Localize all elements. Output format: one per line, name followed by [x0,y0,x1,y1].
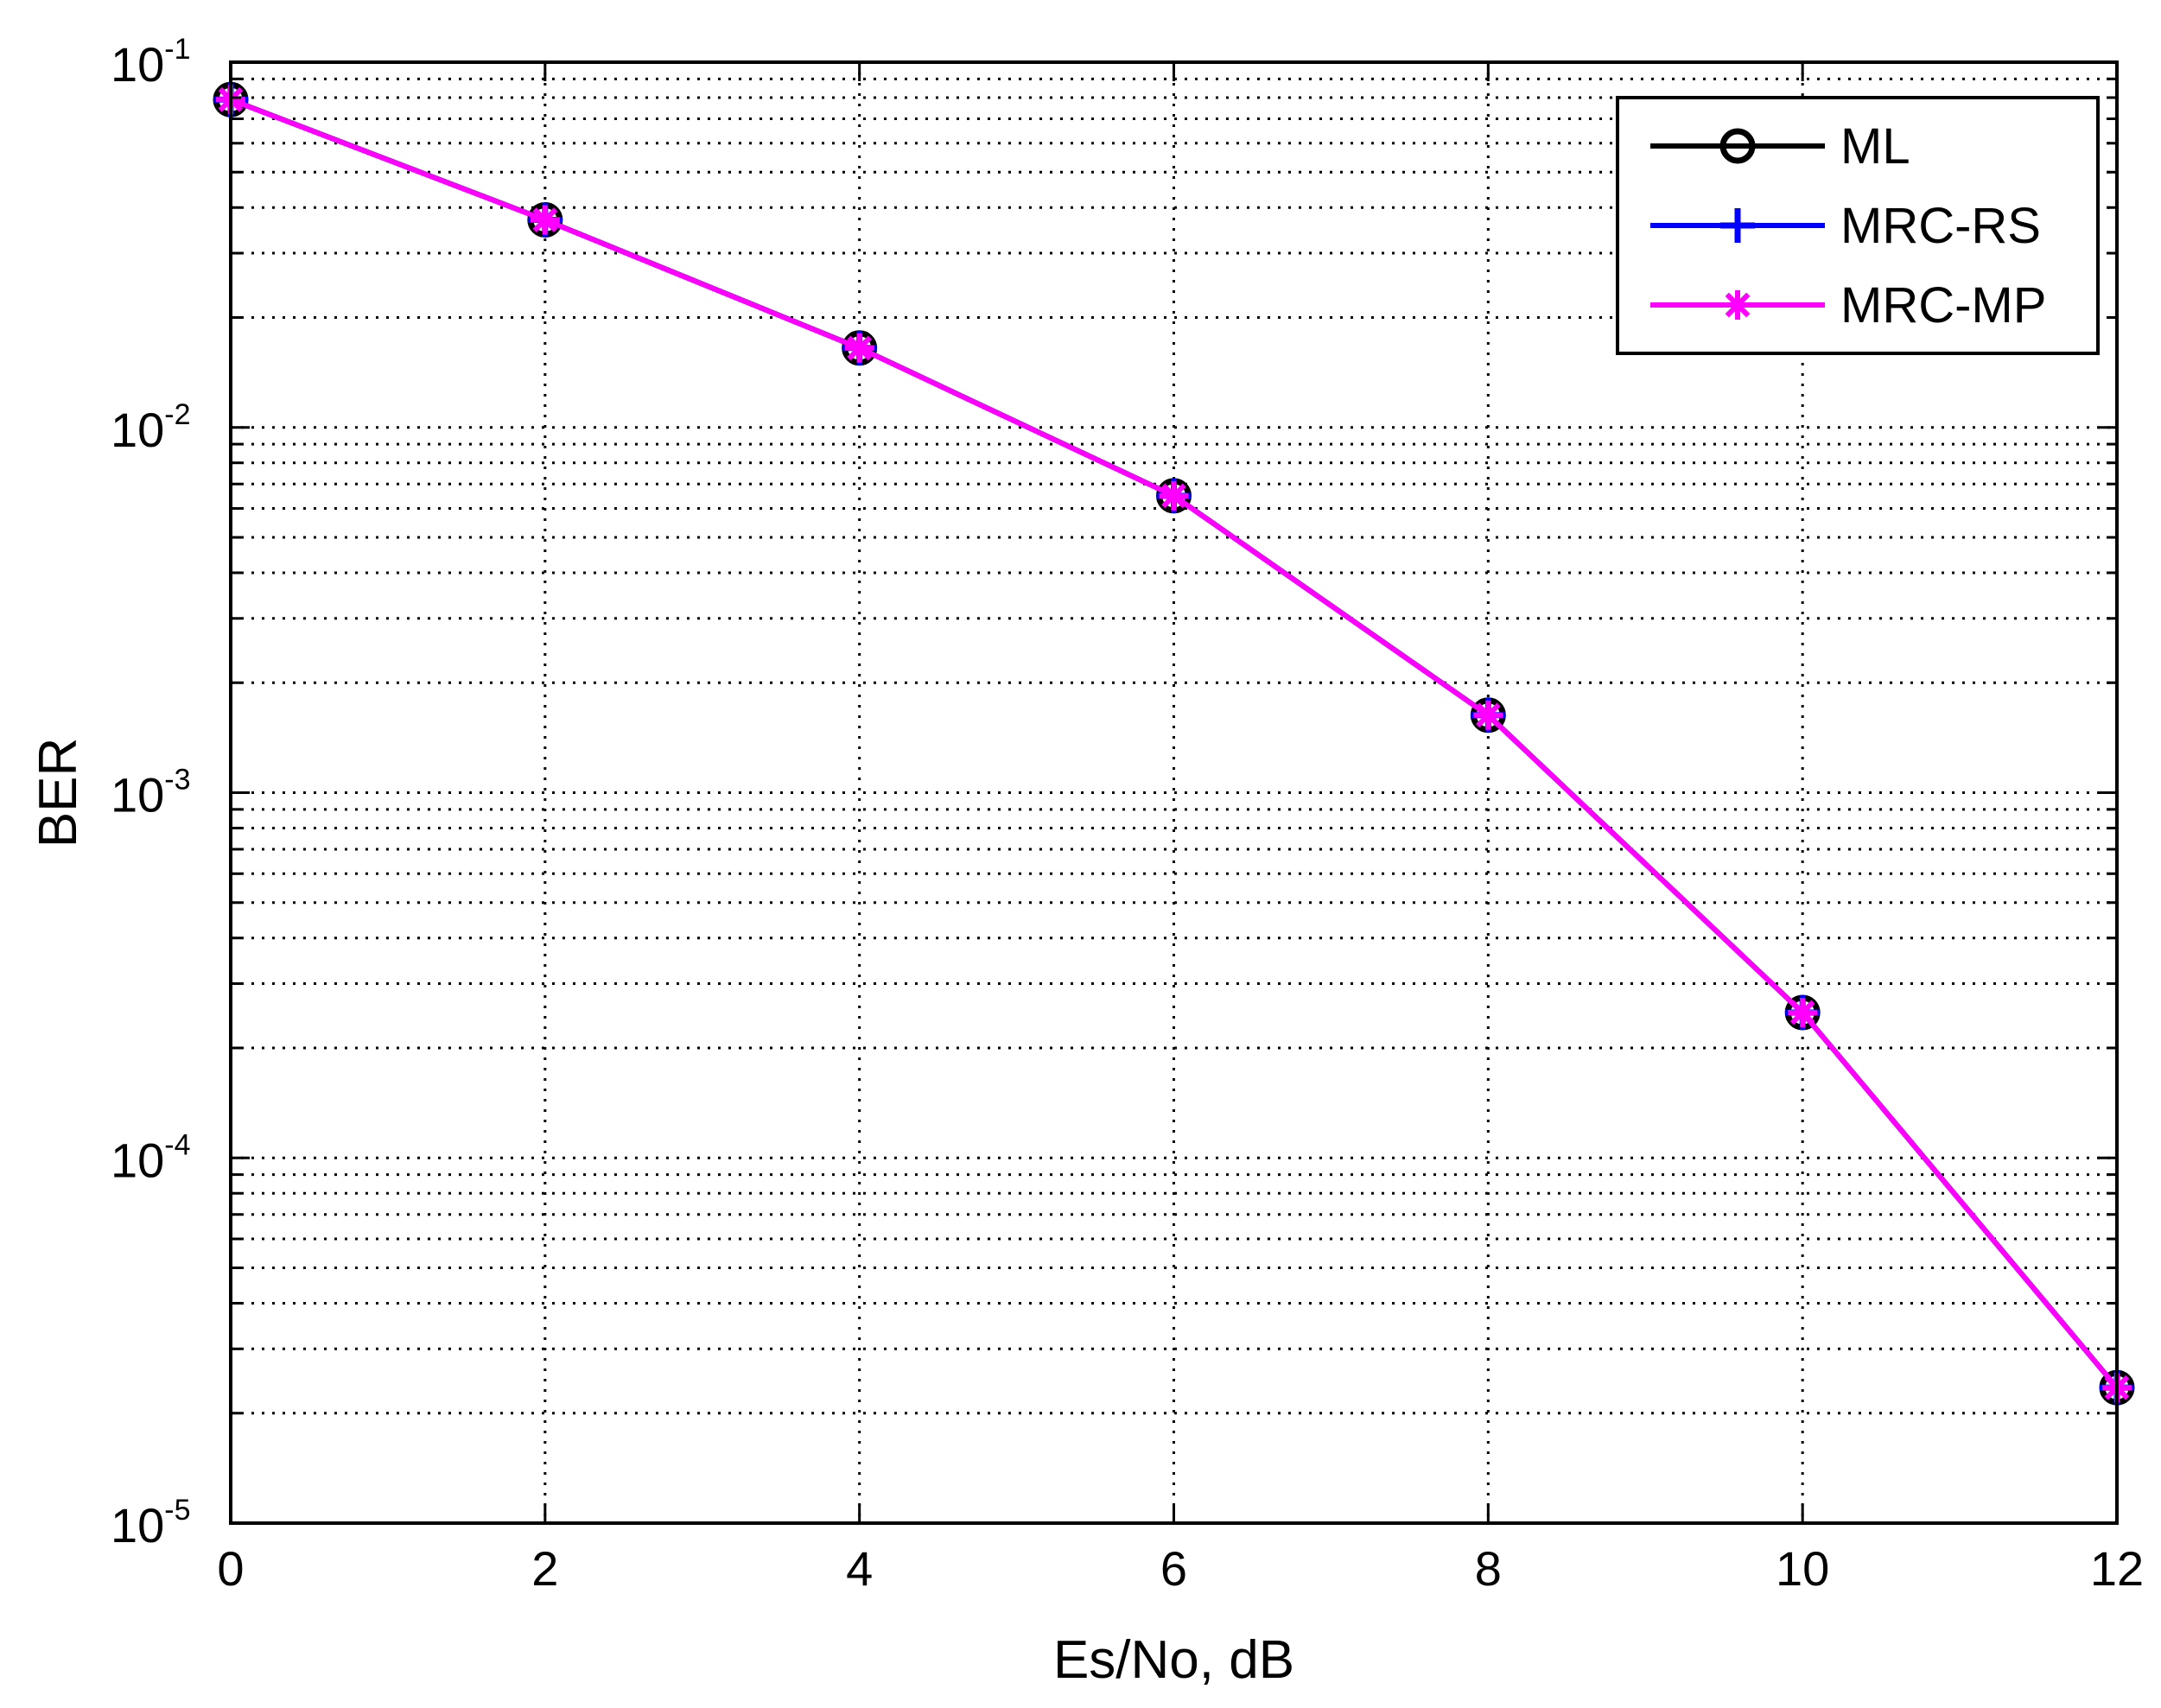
y-tick-base: 10 [111,37,164,92]
legend-item: MRC-MP [1650,277,2046,333]
y-tick-base: 10 [111,1133,164,1187]
legend-label: MRC-MP [1840,277,2046,333]
y-tick-exponent: -1 [164,33,190,66]
marker-star-d2 [1161,483,1186,509]
y-tick-exponent: -2 [164,398,190,431]
marker-star-d2 [1789,1000,1815,1025]
series-mrc-mp [216,85,2132,1403]
marker-star-d2 [1475,702,1501,728]
y-tick-label: 10-4 [111,1128,191,1187]
legend-item: MRC-RS [1650,198,2041,254]
legend: ML MRC-RS MRC-MP [1616,96,2100,355]
x-tick-label: 12 [2090,1541,2144,1596]
marker-star-d2 [532,207,558,232]
y-tick-label: 10-5 [111,1494,191,1552]
x-tick-label: 6 [1160,1541,1187,1596]
ticks [229,60,2119,1525]
y-tick-base: 10 [111,403,164,457]
data-point [1159,480,1189,511]
y-tick-base: 10 [111,1498,164,1552]
x-tick-label: 4 [846,1541,873,1596]
legend-marker [1720,208,1755,243]
y-tick-exponent: -3 [164,764,190,797]
x-tick-label: 2 [531,1541,558,1596]
y-tick-label: 10-2 [111,398,191,457]
series-layer [213,81,2135,1406]
y-tick-exponent: -4 [164,1128,190,1161]
marker-star-d2 [847,335,873,361]
y-tick-exponent: -5 [164,1494,190,1527]
marker-star-d2 [1725,292,1751,318]
data-point [530,205,560,235]
y-tick-label: 10-1 [111,33,191,92]
data-point [844,333,874,363]
legend-item: ML [1650,118,1910,175]
x-axis-label: Es/No, dB [1053,1630,1294,1690]
data-point [1788,998,1818,1028]
marker-circle [1719,128,1756,164]
x-tick-label: 10 [1776,1541,1829,1596]
legend-label: MRC-RS [1840,198,2041,254]
y-tick-label: 10-3 [111,764,191,822]
legend-marker [1723,290,1752,320]
data-point [1473,700,1503,730]
y-tick-base: 10 [111,768,164,822]
legend-marker [1719,128,1756,164]
x-tick-label: 0 [217,1541,244,1596]
x-tick-label: 8 [1475,1541,1502,1596]
y-axis-label: BER [29,738,88,848]
legend-label: ML [1840,118,1910,175]
